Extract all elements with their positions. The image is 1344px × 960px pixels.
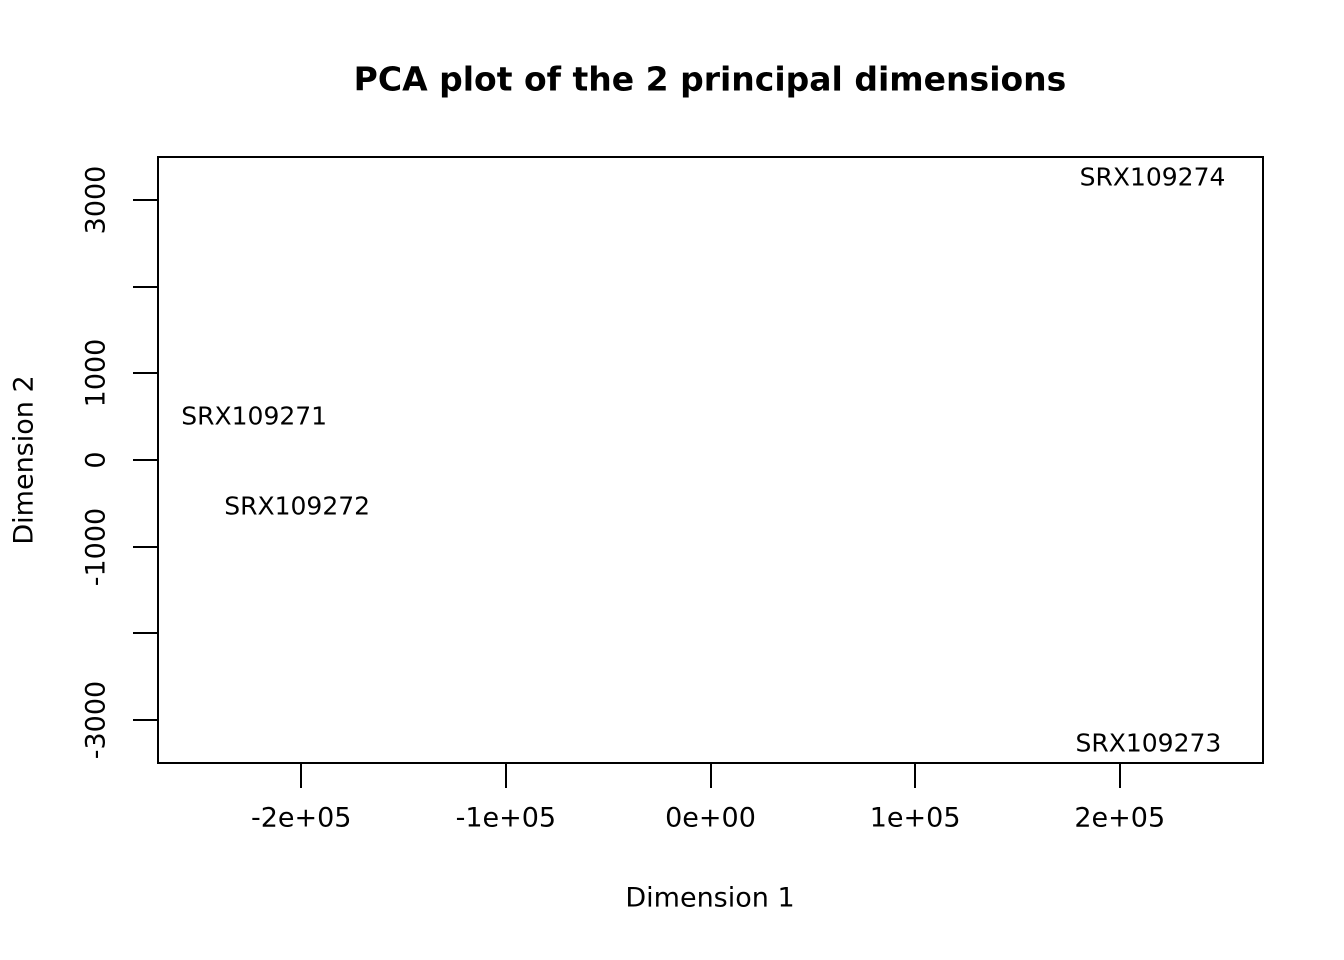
y-axis-tick-label: 1000 xyxy=(80,339,112,408)
sample-label: SRX109272 xyxy=(224,491,371,521)
chart-title: PCA plot of the 2 principal dimensions xyxy=(353,59,1067,99)
y-axis-tick xyxy=(133,545,157,548)
x-axis-tick xyxy=(300,764,303,788)
y-axis-tick-label: -1000 xyxy=(80,507,112,586)
y-axis-tick xyxy=(133,199,157,202)
y-axis-tick-label: 0 xyxy=(80,451,112,469)
x-axis-tick xyxy=(709,764,712,788)
x-axis-tick-label: 2e+05 xyxy=(1074,802,1166,834)
sample-label: SRX109273 xyxy=(1075,728,1222,758)
y-axis-tick xyxy=(133,372,157,375)
y-axis-tick xyxy=(133,285,157,288)
y-axis-title: Dimension 2 xyxy=(8,375,40,545)
y-axis-tick-label: 3000 xyxy=(80,165,112,235)
x-axis-tick-label: -2e+05 xyxy=(250,802,352,834)
x-axis-tick xyxy=(914,764,917,788)
x-axis-tick xyxy=(504,764,507,788)
sample-label: SRX109274 xyxy=(1079,162,1226,192)
x-axis-tick-label: 0e+00 xyxy=(665,802,756,834)
x-axis-tick-label: -1e+05 xyxy=(455,802,557,834)
x-axis-tick xyxy=(1118,764,1121,788)
x-axis-tick-label: 1e+05 xyxy=(869,802,961,834)
x-axis-title: Dimension 1 xyxy=(625,882,795,914)
y-axis-tick-label: -3000 xyxy=(80,680,112,759)
y-axis-tick xyxy=(133,632,157,635)
plot-area-border xyxy=(157,156,1264,764)
sample-label: SRX109271 xyxy=(181,401,328,431)
y-axis-tick xyxy=(133,718,157,721)
y-axis-tick xyxy=(133,459,157,461)
